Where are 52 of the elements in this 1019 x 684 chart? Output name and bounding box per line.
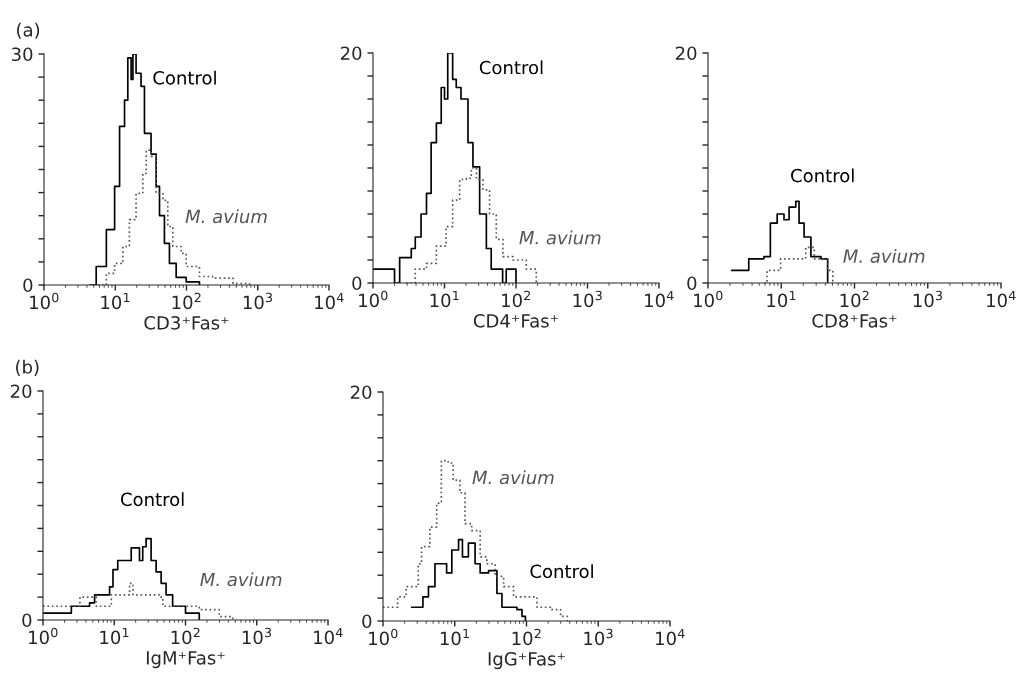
x-tick-label: 10$^{3}$ xyxy=(242,627,272,645)
y-tick-label: 0 xyxy=(22,613,32,628)
y-tick-label: 0 xyxy=(352,276,362,291)
series-label: Control xyxy=(153,70,216,85)
y-tick-label: 20 xyxy=(675,46,697,61)
series-label: M. avium xyxy=(472,470,554,485)
series-label: Control xyxy=(479,60,543,75)
x-tick-label: 10$^{4}$ xyxy=(314,627,343,645)
x-tick-label: 10$^{1}$ xyxy=(101,292,130,310)
series-label: M. avium xyxy=(185,209,267,224)
x-tick-label: 10$^{2}$ xyxy=(171,627,200,645)
chart-title: (a) xyxy=(17,22,40,39)
x-tick-label: 10$^{1}$ xyxy=(100,627,129,645)
x-tick-label: 10$^{2}$ xyxy=(840,290,869,308)
series-label: Control xyxy=(791,168,854,183)
y-tick-label: 0 xyxy=(362,614,372,629)
x-tick-label: 10$^{4}$ xyxy=(645,290,674,308)
x-tick-label: 10$^{4}$ xyxy=(987,290,1016,308)
x-tick-label: 10$^{2}$ xyxy=(512,628,541,646)
series-label: Control xyxy=(530,564,593,579)
x-tick-label: 10$^{3}$ xyxy=(573,290,602,308)
x-tick-label: 10$^{2}$ xyxy=(502,290,531,308)
series-label: M. avium xyxy=(200,572,282,587)
x-tick-label: 10$^{3}$ xyxy=(584,628,613,646)
x-axis-title: IgM⁺Fas⁺ xyxy=(146,651,225,669)
y-tick-label: 20 xyxy=(350,385,372,400)
y-tick-label: 30 xyxy=(11,47,33,62)
y-tick-label: 0 xyxy=(23,278,33,293)
x-tick-label: 10$^{0}$ xyxy=(694,290,723,308)
x-tick-label: 10$^{2}$ xyxy=(172,292,201,310)
series-label: M. avium xyxy=(843,248,925,263)
y-tick-label: 0 xyxy=(687,276,697,291)
x-axis-title: IgG⁺Fas⁺ xyxy=(488,651,565,670)
x-tick-label: 10$^{3}$ xyxy=(243,292,273,310)
x-tick-label: 10$^{1}$ xyxy=(440,628,469,646)
x-tick-label: 10$^{0}$ xyxy=(369,628,398,646)
x-tick-label: 10$^{1}$ xyxy=(430,290,459,308)
y-tick-label: 20 xyxy=(340,46,362,61)
y-tick-label: 20 xyxy=(10,384,32,399)
x-tick-label: 10$^{4}$ xyxy=(656,628,685,646)
x-axis-title: CD8⁺Fas⁺ xyxy=(812,313,897,328)
x-axis-title: CD3⁺Fas⁺ xyxy=(144,315,229,330)
text: Control xyxy=(120,492,184,507)
series-label: M. avium xyxy=(519,230,601,245)
x-tick-label: 10$^{4}$ xyxy=(315,292,344,310)
x-tick-label: 10$^{0}$ xyxy=(359,290,388,308)
x-axis-title: CD4⁺Fas⁺ xyxy=(473,313,558,328)
chart-title: (b) xyxy=(16,359,39,376)
x-tick-label: 10$^{1}$ xyxy=(767,290,796,308)
x-tick-label: 10$^{3}$ xyxy=(913,290,943,308)
x-tick-label: 10$^{0}$ xyxy=(29,627,58,645)
x-tick-label: 10$^{0}$ xyxy=(30,292,59,310)
